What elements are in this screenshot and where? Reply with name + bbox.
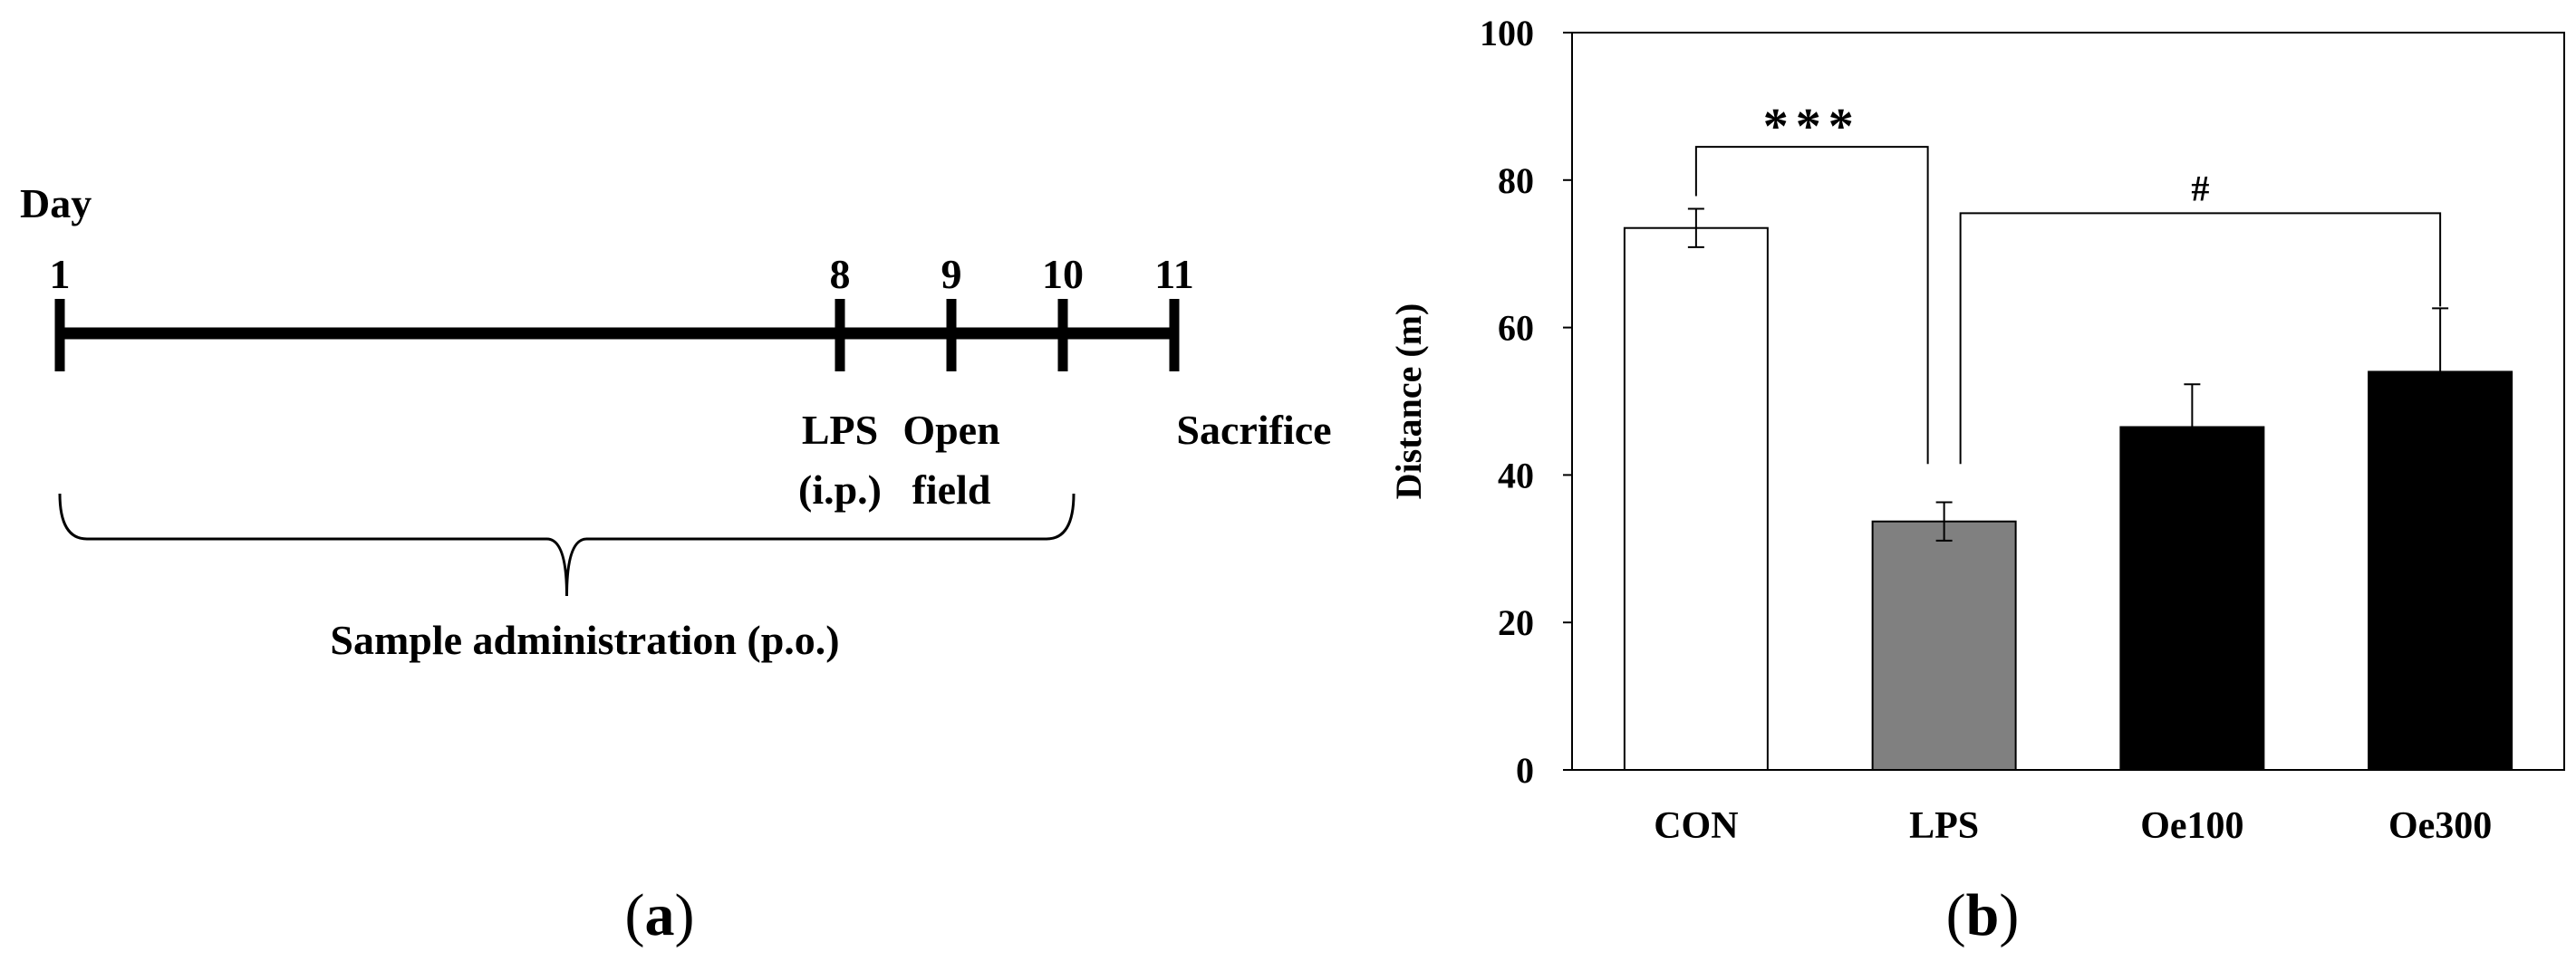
significance-label: #	[2191, 168, 2209, 208]
day-label: Day	[20, 180, 92, 226]
panel-a-caption: (a)	[625, 882, 695, 948]
panel-a-letter: a	[645, 882, 675, 948]
bar-oe300	[2368, 370, 2513, 771]
x-tick-label: CON	[1654, 805, 1738, 847]
y-tick-label: 20	[1498, 602, 1534, 643]
x-tick-label: Oe100	[2140, 805, 2243, 847]
bar-lps	[1871, 520, 2017, 771]
timeline-tick-label: 9	[941, 251, 962, 297]
y-tick-label: 100	[1480, 13, 1534, 53]
significance-bracket: ***	[1694, 99, 1929, 465]
timeline-event-label: LPS	[802, 407, 878, 453]
error-bar-lps	[1935, 501, 1953, 542]
error-bar-oe300	[2432, 307, 2449, 437]
timeline-tick-label: 11	[1154, 251, 1193, 297]
timeline-tick-label: 8	[830, 251, 851, 297]
y-axis-label: Distance (m)	[1388, 303, 1429, 500]
error-bar-con	[1687, 207, 1704, 248]
bar-con	[1623, 226, 1769, 771]
y-tick-label: 40	[1498, 455, 1534, 495]
y-tick-label: 0	[1516, 750, 1534, 791]
timeline-tick-label: 10	[1042, 251, 1084, 297]
panel-b-caption: (b)	[1946, 882, 2020, 948]
timeline-event-label: field	[912, 466, 991, 513]
bar-oe100	[2119, 426, 2265, 771]
x-tick-label: LPS	[1909, 805, 1979, 847]
timeline-panel: Day 1 8 9 10 11 LPS(i.p.)OpenfieldSacrifice …	[20, 180, 1332, 948]
significance-bracket: #	[1959, 168, 2442, 465]
administration-brace	[58, 493, 1076, 597]
y-tick-label: 60	[1498, 308, 1534, 349]
plot-frame	[1571, 32, 2565, 771]
panel-b-letter: b	[1966, 882, 2000, 948]
timeline-event-label: Sacrifice	[1176, 407, 1331, 453]
timeline-event-label: Open	[902, 407, 999, 453]
timeline-tick-label: 1	[50, 251, 71, 297]
brace-label: Sample administration (p.o.)	[330, 617, 839, 663]
x-tick-label: Oe300	[2388, 805, 2492, 847]
significance-label: ***	[1763, 99, 1861, 155]
y-tick-label: 80	[1498, 160, 1534, 201]
error-bar-oe100	[2184, 383, 2201, 471]
bar-chart-panel: 0 20 40 60 80 100 Distance (m) CON LPS Oe100 Oe3…	[1388, 13, 2565, 948]
timeline-event-label: (i.p.)	[798, 466, 882, 513]
